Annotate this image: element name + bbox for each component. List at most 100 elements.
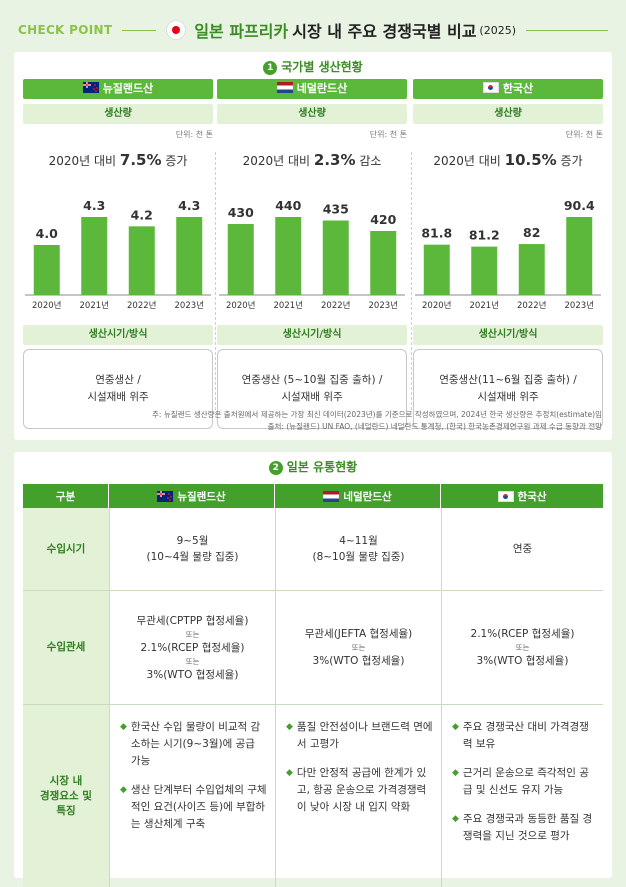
chart-bar [227, 224, 254, 295]
method-line: 시설재배 위주 [87, 391, 149, 403]
table-header-row: 구분 뉴질랜드산 네덜란드산 한국산 [23, 484, 603, 508]
unit-label: 단위: 천 톤 [565, 130, 603, 139]
cell-line: (10~4월 물량 집중) [146, 551, 239, 563]
header-kr: 한국산 [441, 484, 603, 508]
list-item: ◆ 품질 안전성이나 브랜드력 면에서 고평가 [286, 719, 433, 753]
chart-category-label: 2021년 [274, 300, 303, 311]
section-number-badge: 2 [268, 461, 283, 475]
cell-or: 또는 [351, 643, 366, 652]
cell-line: 4~11월 [339, 535, 378, 547]
list-item-text: 주요 경쟁국과 동등한 품질 경쟁력을 지닌 것으로 평가 [462, 813, 593, 842]
table-cell: 2.1%(RCEP 협정세율) 또는 3%(WTO 협정세율) [441, 591, 603, 704]
cell-line: 무관세(JEFTA 협정세율) [304, 628, 413, 640]
table-cell: 무관세(CPTPP 협정세율) 또는 2.1%(RCEP 협정세율) 또는 3%… [109, 591, 275, 704]
chart-bar [322, 220, 349, 295]
change-value: 10.5% [504, 151, 557, 169]
method-label: 생산시기/방식 [217, 325, 407, 345]
table-row-factors: 시장 내 경쟁요소 및 특징 ◆ 한국산 수입 물량이 비교적 감소하는 시기(9… [23, 705, 603, 887]
method-line: 시설재배 위주 [281, 391, 343, 403]
list-item: ◆ 생산 단계부터 수입업체의 구체적인 요건(사이즈 등)에 부합하는 생산체계… [120, 782, 267, 833]
table-cell: 연중 [441, 508, 603, 590]
chart-value-label: 4.2 [131, 207, 153, 222]
source-note: 주: 뉴질랜드 생산량은 출처원에서 제공하는 가장 최신 데이터(2023년)… [152, 409, 602, 433]
change-summary: 2020년 대비 2.3% 감소 [217, 151, 407, 169]
change-prefix: 2020년 대비 [242, 154, 314, 168]
row-header: 시장 내 경쟁요소 및 특징 [23, 705, 109, 887]
chart-bar [176, 217, 203, 295]
country-header: 네덜란드산 [217, 79, 407, 99]
cell-line: 연중 [512, 543, 533, 555]
unit-label: 단위: 천 톤 [369, 130, 407, 139]
table-cell: 4~11월 (8~10월 물량 집중) [275, 508, 441, 590]
header-label: 한국산 [517, 490, 547, 503]
change-prefix: 2020년 대비 [433, 154, 505, 168]
chart-value-label: 90.4 [564, 198, 595, 213]
country-header: 한국산 [413, 79, 603, 99]
title-main: 시장 내 주요 경쟁국별 비교 [292, 22, 477, 41]
chart-bar [128, 226, 155, 295]
header-category: 구분 [23, 484, 109, 508]
change-summary: 2020년 대비 7.5% 증가 [23, 151, 213, 169]
table-cell: 9~5월 (10~4월 물량 집중) [109, 508, 275, 590]
chart-category-label: 2021년 [80, 300, 109, 311]
chart-category-label: 2023년 [175, 300, 204, 311]
method-line: 시설재배 위주 [477, 391, 539, 403]
list-item-text: 다만 안정적 공급에 한계가 있고, 항공 운송으로 가격경쟁력이 낮아 시장 … [296, 767, 427, 813]
row-header: 수입시기 [23, 508, 109, 590]
row-header: 수입관세 [23, 591, 109, 704]
production-bar-chart: 81.8 2020년 81.2 2021년 82 2022년 90.4 2023년 [415, 198, 601, 311]
cell-line: 무관세(CPTPP 협정세율) [136, 614, 249, 627]
chart-bar [471, 246, 498, 295]
header-divider [122, 29, 157, 31]
row-header-line: 경쟁요소 및 [40, 790, 92, 802]
chart-bar [518, 244, 545, 295]
method-line: 연중생산 / [95, 374, 141, 386]
chart-category-label: 2020년 [32, 300, 61, 311]
method-label: 생산시기/방식 [23, 325, 213, 345]
header-nl: 네덜란드산 [275, 484, 441, 508]
country-name: 한국산 [502, 82, 534, 95]
table-row-import-period: 수입시기 9~5월 (10~4월 물량 집중) 4~11월 (8~10월 물량 … [23, 508, 603, 591]
method-line: 연중생산 (5~10월 집중 출하) / [241, 374, 383, 386]
table-row-tariff: 수입관세 무관세(CPTPP 협정세율) 또는 2.1%(RCEP 협정세율) … [23, 591, 603, 705]
diamond-bullet-icon: ◆ [452, 722, 459, 732]
change-suffix: 증가 [556, 154, 583, 168]
diamond-bullet-icon: ◆ [452, 768, 459, 778]
country-header: 뉴질랜드산 [23, 79, 213, 99]
header-divider [526, 29, 608, 31]
diamond-bullet-icon: ◆ [452, 814, 459, 824]
nl-flag-icon [323, 490, 340, 502]
chart-bar [566, 217, 593, 295]
cell-line: 2.1%(RCEP 협정세율) [470, 628, 575, 640]
list-item: ◆ 주요 경쟁국산 대비 가격경쟁력 보유 [452, 719, 595, 753]
country-name: 네덜란드산 [296, 82, 348, 95]
table-cell: 무관세(JEFTA 협정세율) 또는 3%(WTO 협정세율) [275, 591, 441, 704]
note-line: 주: 뉴질랜드 생산량은 출처원에서 제공하는 가장 최신 데이터(2023년)… [152, 410, 602, 419]
list-item-text: 한국산 수입 물량이 비교적 감소하는 시기(9~3월)에 공급 가능 [130, 721, 261, 767]
section-title-text: 일본 유통현황 [286, 460, 358, 474]
chart-value-label: 82 [523, 225, 540, 240]
nz-flag-icon [157, 490, 174, 502]
header-nz: 뉴질랜드산 [109, 484, 275, 508]
nl-flag-icon [276, 82, 293, 93]
chart-value-label: 4.3 [178, 198, 200, 213]
chart-category-label: 2022년 [321, 300, 350, 311]
table-cell: ◆ 한국산 수입 물량이 비교적 감소하는 시기(9~3월)에 공급 가능 ◆ 생산… [109, 705, 275, 887]
chart-category-label: 2020년 [422, 300, 451, 311]
chart-category-label: 2022년 [517, 300, 546, 311]
change-value: 7.5% [119, 151, 162, 169]
diamond-bullet-icon: ◆ [120, 785, 127, 795]
country-column-nl: 네덜란드산 생산량 단위: 천 톤 2020년 대비 2.3% 감소 430 20… [217, 79, 407, 429]
list-item-text: 품질 안전성이나 브랜드력 면에서 고평가 [296, 721, 433, 750]
diamond-bullet-icon: ◆ [286, 768, 293, 778]
method-label: 생산시기/방식 [413, 325, 603, 345]
chart-bar [81, 217, 108, 295]
header-label: 뉴질랜드산 [177, 490, 226, 503]
cell-line: 3%(WTO 협정세율) [312, 655, 405, 667]
method-box: 연중생산 (5~10월 집중 출하) / 시설재배 위주 [217, 349, 407, 429]
kr-flag-icon [482, 82, 499, 93]
kr-flag-icon [497, 490, 514, 502]
chart-category-label: 2023년 [369, 300, 398, 311]
production-bar-chart: 4.0 2020년 4.3 2021년 4.2 2022년 4.3 2023년 [25, 198, 211, 311]
production-panel: 1 국가별 생산현황 뉴질랜드산 생산량 단위: 천 톤 2020년 대비 7.5… [14, 52, 612, 440]
